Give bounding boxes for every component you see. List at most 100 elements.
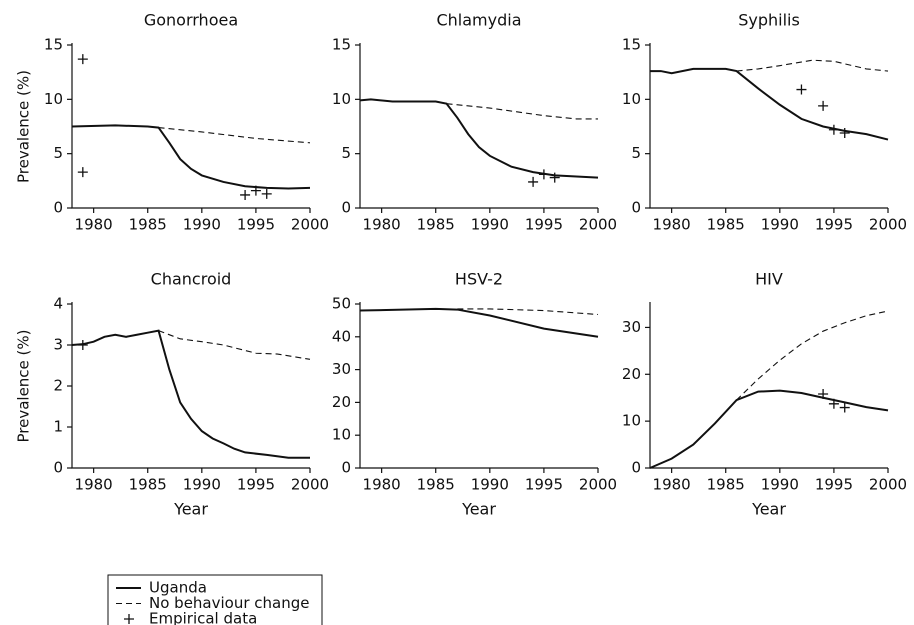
- y-tick-label: 1: [53, 418, 63, 436]
- x-tick-label: 1995: [525, 216, 563, 234]
- y-tick-label: 0: [631, 459, 641, 477]
- y-tick-label: 15: [332, 36, 351, 54]
- panel-title: Chlamydia: [436, 11, 521, 30]
- x-tick-label: 1990: [761, 216, 799, 234]
- empirical-point: [528, 176, 539, 187]
- y-tick-label: 4: [53, 295, 63, 313]
- panel-title: HSV-2: [455, 270, 503, 289]
- y-tick-label: 10: [622, 90, 641, 108]
- panel: Syphilis 0 5 10 15 1980 1985 1990 1995 2000: [622, 11, 907, 234]
- y-tick-label: 5: [631, 144, 641, 162]
- y-tick-label: 15: [622, 36, 641, 54]
- uganda-line: [71, 329, 310, 459]
- y-tick-label: 0: [53, 459, 63, 477]
- x-tick-label: 1995: [237, 216, 275, 234]
- x-tick-label: 1980: [75, 216, 113, 234]
- panel: HSV-2 Year 0 10 20 30 40 50 1980 1985 1990 1995 2000: [332, 270, 617, 519]
- no-change-line: [736, 310, 889, 401]
- empirical-point: [828, 398, 839, 409]
- y-tick-label: 30: [622, 318, 641, 336]
- legend-box: [107, 574, 323, 625]
- no-change-line: [446, 103, 598, 120]
- x-axis-label: Year: [751, 500, 786, 519]
- uganda-line: [359, 98, 599, 179]
- x-tick-label: 1990: [761, 476, 799, 494]
- legend-label: Uganda: [149, 579, 207, 597]
- x-tick-label: 1980: [653, 216, 691, 234]
- panel-title: HIV: [755, 270, 783, 289]
- x-tick-label: 1980: [653, 476, 691, 494]
- y-tick-label: 40: [332, 327, 351, 345]
- y-tick-label: 10: [332, 90, 351, 108]
- y-tick-label: 0: [53, 199, 63, 217]
- x-tick-label: 1985: [129, 476, 167, 494]
- y-tick-label: 0: [631, 199, 641, 217]
- y-tick-label: 20: [622, 365, 641, 383]
- empirical-point: [77, 340, 88, 350]
- empirical-point: [240, 189, 251, 200]
- y-tick-label: 5: [53, 144, 63, 162]
- empirical-point: [796, 84, 807, 95]
- empirical-point: [818, 388, 829, 399]
- x-tick-label: 1995: [525, 476, 563, 494]
- x-tick-label: 1985: [417, 216, 455, 234]
- panel: HIV Year 0 10 20 30 1980 1985 1990 1995 2000: [622, 270, 907, 519]
- empirical-point: [538, 169, 549, 180]
- y-tick-label: 0: [341, 459, 351, 477]
- empirical-point: [839, 128, 850, 139]
- x-tick-label: 2000: [579, 216, 617, 234]
- empirical-point: [261, 188, 272, 199]
- no-change-line: [158, 330, 311, 360]
- x-tick-label: 1980: [363, 476, 401, 494]
- y-axis-label: Prevalence (%): [15, 70, 33, 183]
- x-tick-label: 1985: [129, 216, 167, 234]
- no-change-line: [158, 127, 311, 144]
- legend-label: No behaviour change: [149, 594, 309, 612]
- empirical-point: [250, 185, 261, 196]
- y-tick-label: 15: [44, 36, 63, 54]
- empirical-point: [549, 172, 560, 183]
- legend-label: Empirical data: [149, 610, 257, 625]
- uganda-line: [650, 67, 889, 141]
- uganda-line: [649, 389, 889, 469]
- axis-line: [649, 302, 888, 469]
- x-tick-label: 2000: [291, 216, 329, 234]
- x-tick-label: 1990: [183, 216, 221, 234]
- legend-symbol: [124, 614, 134, 624]
- x-tick-label: 1980: [75, 476, 113, 494]
- x-tick-label: 2000: [579, 476, 617, 494]
- panel-title: Gonorrhoea: [144, 11, 238, 30]
- y-tick-label: 10: [622, 412, 641, 430]
- y-tick-label: 3: [53, 336, 63, 354]
- y-axis-label: Prevalence (%): [15, 329, 33, 442]
- y-tick-label: 5: [341, 144, 351, 162]
- x-tick-label: 1990: [471, 476, 509, 494]
- axis-line: [359, 43, 598, 209]
- x-axis-label: Year: [173, 500, 208, 519]
- axis-line: [359, 302, 598, 469]
- y-tick-label: 50: [332, 295, 351, 313]
- x-tick-label: 2000: [869, 476, 907, 494]
- uganda-line: [359, 307, 599, 338]
- y-tick-label: 30: [332, 360, 351, 378]
- panel: Chlamydia 0 5 10 15 1980 1985 1990 1995 2000: [332, 11, 617, 234]
- x-tick-label: 1995: [815, 216, 853, 234]
- panel-title: Chancroid: [151, 270, 232, 289]
- x-tick-label: 1995: [237, 476, 275, 494]
- panel: Gonorrhoea Prevalence (%) 0 5 10 15 1980 1985 19…: [15, 11, 330, 234]
- x-tick-label: 2000: [869, 216, 907, 234]
- no-change-line: [457, 308, 599, 316]
- x-tick-label: 1995: [815, 476, 853, 494]
- y-tick-label: 0: [341, 199, 351, 217]
- y-tick-label: 10: [44, 90, 63, 108]
- y-tick-label: 2: [53, 377, 63, 395]
- x-axis-label: Year: [461, 500, 496, 519]
- x-tick-label: 2000: [291, 476, 329, 494]
- x-tick-label: 1980: [363, 216, 401, 234]
- y-tick-label: 20: [332, 393, 351, 411]
- x-tick-label: 1985: [417, 476, 455, 494]
- empirical-point: [828, 124, 839, 135]
- x-tick-label: 1990: [183, 476, 221, 494]
